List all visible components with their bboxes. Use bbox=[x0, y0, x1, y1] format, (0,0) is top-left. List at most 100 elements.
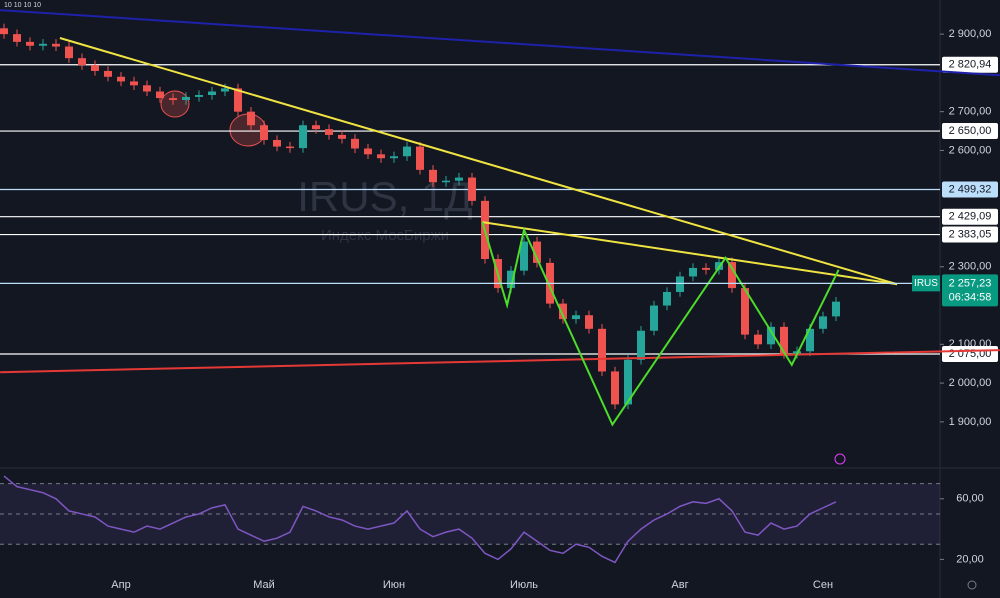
candle-body bbox=[403, 146, 411, 157]
candle-body bbox=[260, 125, 268, 140]
rsi-line bbox=[3, 475, 837, 564]
candle-body bbox=[585, 315, 593, 329]
trend-line bbox=[482, 221, 898, 286]
candle-body bbox=[208, 91, 216, 95]
candle-body bbox=[182, 96, 190, 101]
candle-body bbox=[832, 301, 840, 317]
highlight-circle bbox=[160, 90, 190, 118]
candle-body bbox=[637, 330, 645, 360]
candle-body bbox=[39, 43, 47, 46]
candle-body bbox=[507, 270, 515, 289]
candle-body bbox=[663, 291, 671, 306]
candle-body bbox=[442, 180, 450, 183]
candle-body bbox=[364, 148, 372, 155]
level-label: 2 429,09 bbox=[949, 211, 992, 223]
level-label: 2 650,00 bbox=[949, 125, 992, 137]
level-label: 2 383,05 bbox=[949, 228, 992, 240]
current-price-box bbox=[942, 274, 998, 307]
candle-body bbox=[26, 41, 34, 46]
x-tick-label: Сен bbox=[813, 579, 833, 591]
x-tick-label: Июль bbox=[510, 579, 538, 591]
candle-body bbox=[455, 177, 463, 181]
countdown: 06:34:58 bbox=[949, 291, 992, 303]
candle-body bbox=[572, 315, 580, 320]
level-label: 2 499,32 bbox=[949, 183, 992, 195]
y-tick-label: 60,00 bbox=[956, 493, 984, 505]
candle-body bbox=[286, 146, 294, 149]
candle-body bbox=[65, 46, 73, 59]
candle-body bbox=[312, 125, 320, 130]
x-tick-label: Май bbox=[253, 579, 275, 591]
candle-body bbox=[624, 359, 632, 405]
x-tick-label: Июн bbox=[383, 579, 405, 591]
candle-body bbox=[819, 316, 827, 329]
y-tick-label: 2 300,00 bbox=[949, 261, 992, 273]
candle-body bbox=[234, 88, 242, 112]
rsi-band bbox=[0, 483, 940, 545]
candle-body bbox=[676, 276, 684, 292]
level-box bbox=[942, 181, 998, 198]
candle-body bbox=[598, 328, 606, 372]
candle-body bbox=[533, 241, 541, 263]
candle-body bbox=[806, 328, 814, 352]
candle-body bbox=[299, 125, 307, 149]
x-tick-label: Авг bbox=[671, 579, 688, 591]
candle-body bbox=[143, 85, 151, 92]
candle-body bbox=[130, 81, 138, 86]
candle-body bbox=[104, 70, 112, 77]
candle-body bbox=[78, 58, 86, 66]
candle-body bbox=[13, 34, 21, 42]
candle-body bbox=[780, 326, 788, 355]
trend-line bbox=[0, 349, 1000, 374]
candle-body bbox=[559, 303, 567, 320]
alert-icon[interactable] bbox=[834, 453, 846, 465]
candle-body bbox=[156, 91, 164, 99]
candle-body bbox=[754, 334, 762, 345]
candle-body bbox=[767, 326, 775, 345]
y-tick-label: 2 000,00 bbox=[949, 377, 992, 389]
y-tick-label: 2 900,00 bbox=[949, 28, 992, 40]
x-tick-label: Апр bbox=[111, 579, 130, 591]
current-price-label: 2 257,23 bbox=[949, 277, 992, 289]
candle-body bbox=[221, 88, 229, 92]
candle-body bbox=[390, 156, 398, 159]
candle-body bbox=[169, 98, 177, 101]
level-label: 2 820,94 bbox=[949, 59, 992, 71]
level-box bbox=[942, 226, 998, 243]
y-tick-label: 1 900,00 bbox=[949, 416, 992, 428]
candle-body bbox=[429, 169, 437, 183]
candle-body bbox=[351, 138, 359, 149]
candle-body bbox=[91, 65, 99, 71]
y-tick-label: 20,00 bbox=[956, 553, 984, 565]
header: 10 10 10 10 bbox=[4, 2, 41, 9]
trend-line bbox=[0, 9, 1000, 77]
y-tick-label: 2 600,00 bbox=[949, 144, 992, 156]
candle-body bbox=[325, 129, 333, 135]
candle-body bbox=[741, 288, 749, 335]
level-box bbox=[942, 123, 998, 140]
symbol-label: IRUS bbox=[914, 278, 938, 289]
candle-body bbox=[52, 43, 60, 47]
level-box bbox=[942, 208, 998, 225]
level-box bbox=[942, 56, 998, 73]
settings-icon[interactable] bbox=[967, 580, 977, 590]
candle-body bbox=[377, 154, 385, 159]
candle-body bbox=[468, 177, 476, 201]
candle-body bbox=[247, 111, 255, 126]
candle-body bbox=[728, 262, 736, 289]
candle-body bbox=[273, 139, 281, 147]
candle-body bbox=[650, 305, 658, 331]
candle-body bbox=[520, 241, 528, 271]
trend-line bbox=[481, 221, 840, 427]
candle-body bbox=[117, 76, 125, 82]
candle-body bbox=[195, 94, 203, 97]
trend-line bbox=[59, 37, 898, 286]
y-tick-label: 2 700,00 bbox=[949, 106, 992, 118]
symbol-box bbox=[912, 275, 940, 292]
candle-body bbox=[338, 134, 346, 139]
candle-body bbox=[0, 28, 8, 35]
candle-body bbox=[702, 267, 710, 270]
candle-body bbox=[611, 371, 619, 405]
